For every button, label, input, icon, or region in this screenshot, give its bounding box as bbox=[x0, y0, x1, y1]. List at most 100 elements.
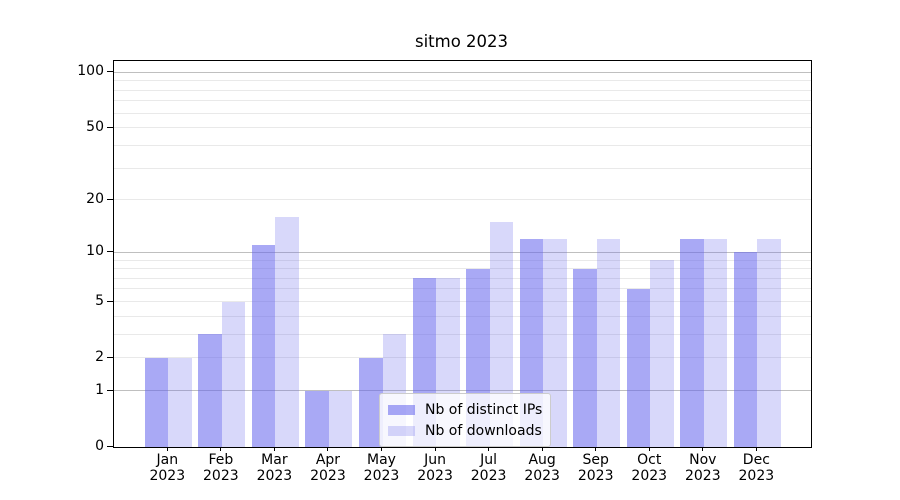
x-tick-label: May 2023 bbox=[342, 452, 422, 484]
bar-downloads-nov bbox=[703, 238, 728, 447]
bar-downloads-dec bbox=[757, 238, 781, 447]
bar-distinct-ips-feb bbox=[198, 334, 222, 447]
y-tick-label: 50 bbox=[86, 118, 104, 135]
bar-distinct-ips-nov bbox=[680, 238, 704, 447]
x-tick bbox=[648, 447, 650, 451]
legend-label-distinct-ips: Nb of distinct IPs bbox=[425, 401, 543, 418]
gridline-minor bbox=[114, 268, 811, 270]
x-tick-label-year: 2023 bbox=[363, 468, 400, 484]
x-tick bbox=[488, 447, 490, 451]
bar-downloads-jul bbox=[489, 221, 514, 447]
x-tick-label: Aug 2023 bbox=[502, 452, 582, 484]
gridline-major bbox=[114, 251, 811, 253]
y-tick-label: 1 bbox=[95, 381, 104, 398]
x-tick-label: Apr 2023 bbox=[288, 452, 368, 484]
bar-distinct-ips-jan bbox=[144, 357, 169, 447]
x-tick bbox=[702, 447, 704, 451]
x-tick-label-month: Oct bbox=[637, 452, 662, 468]
gridline-minor bbox=[114, 259, 811, 261]
x-tick bbox=[220, 447, 222, 451]
x-tick-label-month: May bbox=[367, 452, 396, 468]
gridline-minor bbox=[114, 357, 811, 359]
y-tick-label: 10 bbox=[86, 243, 104, 260]
y-tick-label: 2 bbox=[95, 348, 104, 365]
gridline-minor bbox=[114, 288, 811, 290]
gridline-minor bbox=[114, 167, 811, 169]
legend: Nb of distinct IPs Nb of downloads bbox=[379, 393, 552, 447]
x-tick-label: Jul 2023 bbox=[449, 452, 529, 484]
y-tick bbox=[107, 126, 113, 128]
x-tick-label: Feb 2023 bbox=[181, 452, 261, 484]
bar-distinct-ips-sep bbox=[573, 268, 597, 447]
gridline-minor bbox=[114, 315, 811, 317]
y-tick bbox=[107, 198, 113, 200]
x-tick-label-month: Apr bbox=[315, 452, 341, 468]
bar-downloads-sep bbox=[596, 238, 621, 447]
x-tick-label-year: 2023 bbox=[256, 468, 293, 484]
x-tick-label-year: 2023 bbox=[631, 468, 668, 484]
x-tick-label-year: 2023 bbox=[149, 468, 186, 484]
gridline-minor bbox=[114, 144, 811, 146]
x-tick-label-year: 2023 bbox=[310, 468, 346, 484]
bar-downloads-apr bbox=[328, 390, 353, 447]
legend-swatch-distinct-ips bbox=[388, 404, 415, 415]
bar-distinct-ips-apr bbox=[305, 390, 329, 447]
x-tick bbox=[595, 447, 597, 451]
y-tick-label: 0 bbox=[95, 438, 104, 454]
legend-row: Nb of downloads bbox=[388, 420, 542, 441]
x-tick-label-year: 2023 bbox=[524, 468, 560, 484]
x-tick-label-month: Feb bbox=[208, 452, 234, 468]
y-tick bbox=[107, 356, 113, 358]
y-tick-label: 20 bbox=[86, 190, 104, 207]
gridline-minor bbox=[114, 127, 811, 129]
bar-downloads-oct bbox=[650, 260, 674, 447]
gridline-minor bbox=[114, 301, 811, 302]
x-tick-label-month: Mar bbox=[261, 452, 288, 468]
bar-distinct-ips-dec bbox=[733, 252, 758, 447]
gridline-minor bbox=[114, 277, 811, 279]
x-tick bbox=[166, 447, 168, 451]
x-tick-label-year: 2023 bbox=[203, 468, 239, 484]
plot-area: Nb of distinct IPs Nb of downloads bbox=[113, 60, 812, 448]
bar-distinct-ips-may bbox=[359, 357, 383, 447]
y-tick bbox=[107, 300, 113, 302]
y-tick bbox=[107, 251, 113, 253]
x-tick-label-year: 2023 bbox=[417, 468, 453, 484]
x-tick-label: Jun 2023 bbox=[395, 452, 475, 484]
legend-swatch-downloads bbox=[388, 425, 415, 436]
x-tick bbox=[541, 447, 543, 451]
x-tick-label-year: 2023 bbox=[738, 468, 775, 484]
gridline-minor bbox=[114, 199, 811, 201]
x-tick bbox=[327, 447, 329, 451]
x-tick-label: Sep 2023 bbox=[556, 452, 636, 484]
x-tick-label: Mar 2023 bbox=[234, 452, 314, 484]
x-tick-label-month: Jul bbox=[480, 452, 498, 468]
bar-distinct-ips-oct bbox=[626, 288, 651, 447]
chart-title: sitmo 2023 bbox=[414, 32, 509, 51]
x-tick-label: Jan 2023 bbox=[127, 452, 207, 484]
y-tick bbox=[107, 71, 113, 73]
y-tick-label: 5 bbox=[95, 292, 104, 309]
x-tick-label-year: 2023 bbox=[470, 468, 507, 484]
x-tick-label-month: Jan bbox=[156, 452, 179, 468]
y-tick bbox=[107, 446, 113, 447]
bar-distinct-ips-mar bbox=[251, 245, 276, 447]
x-tick-label: Dec 2023 bbox=[716, 452, 796, 484]
x-tick-label: Nov 2023 bbox=[663, 452, 743, 484]
y-tick bbox=[107, 389, 113, 391]
x-tick-label-year: 2023 bbox=[684, 468, 721, 484]
x-tick bbox=[273, 447, 275, 451]
legend-row: Nb of distinct IPs bbox=[388, 399, 542, 420]
x-tick-label-month: Jun bbox=[424, 452, 446, 468]
legend-label-downloads: Nb of downloads bbox=[425, 422, 542, 439]
x-tick-label-year: 2023 bbox=[577, 468, 614, 484]
x-tick-label-month: Nov bbox=[689, 452, 717, 468]
x-tick-label-month: Aug bbox=[528, 452, 556, 468]
gridline-major bbox=[114, 390, 811, 392]
x-tick bbox=[755, 447, 757, 451]
gridline-minor bbox=[114, 112, 811, 114]
gridline-minor bbox=[114, 100, 811, 102]
x-tick bbox=[381, 447, 382, 451]
gridline-minor bbox=[114, 80, 811, 82]
